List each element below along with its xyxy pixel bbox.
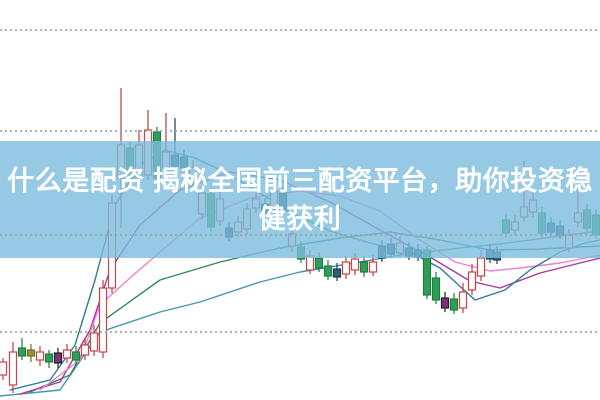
candle-up bbox=[98, 280, 108, 358]
candle-purple bbox=[440, 292, 450, 312]
candle-purple bbox=[53, 348, 63, 368]
headline-line-1: 什么是配资 揭秘全国前三配资平台，助你投资稳 bbox=[7, 166, 593, 196]
candle-olive bbox=[26, 344, 36, 362]
candle-down bbox=[323, 260, 333, 280]
candle-up bbox=[80, 338, 90, 360]
candle-down bbox=[71, 346, 81, 365]
candle-down bbox=[44, 350, 54, 368]
candle-up bbox=[89, 325, 99, 356]
candle-down bbox=[17, 338, 27, 360]
candle-down bbox=[431, 272, 441, 304]
candle-down bbox=[359, 256, 369, 277]
candle-dark bbox=[332, 263, 342, 281]
candle-down bbox=[449, 293, 459, 314]
candle-up bbox=[8, 342, 18, 393]
candle-up bbox=[341, 256, 351, 279]
candle-up bbox=[0, 358, 8, 380]
candle-up bbox=[35, 346, 45, 366]
headline-band: 什么是配资 揭秘全国前三配资平台，助你投资稳 健获利 bbox=[0, 141, 600, 258]
candle-up bbox=[368, 255, 378, 276]
headline-line-2: 健获利 bbox=[258, 204, 342, 234]
candle-up bbox=[458, 283, 468, 313]
headline: 什么是配资 揭秘全国前三配资平台，助你投资稳 健获利 bbox=[0, 162, 600, 238]
candle-up bbox=[62, 344, 72, 363]
candle-up bbox=[467, 264, 477, 295]
